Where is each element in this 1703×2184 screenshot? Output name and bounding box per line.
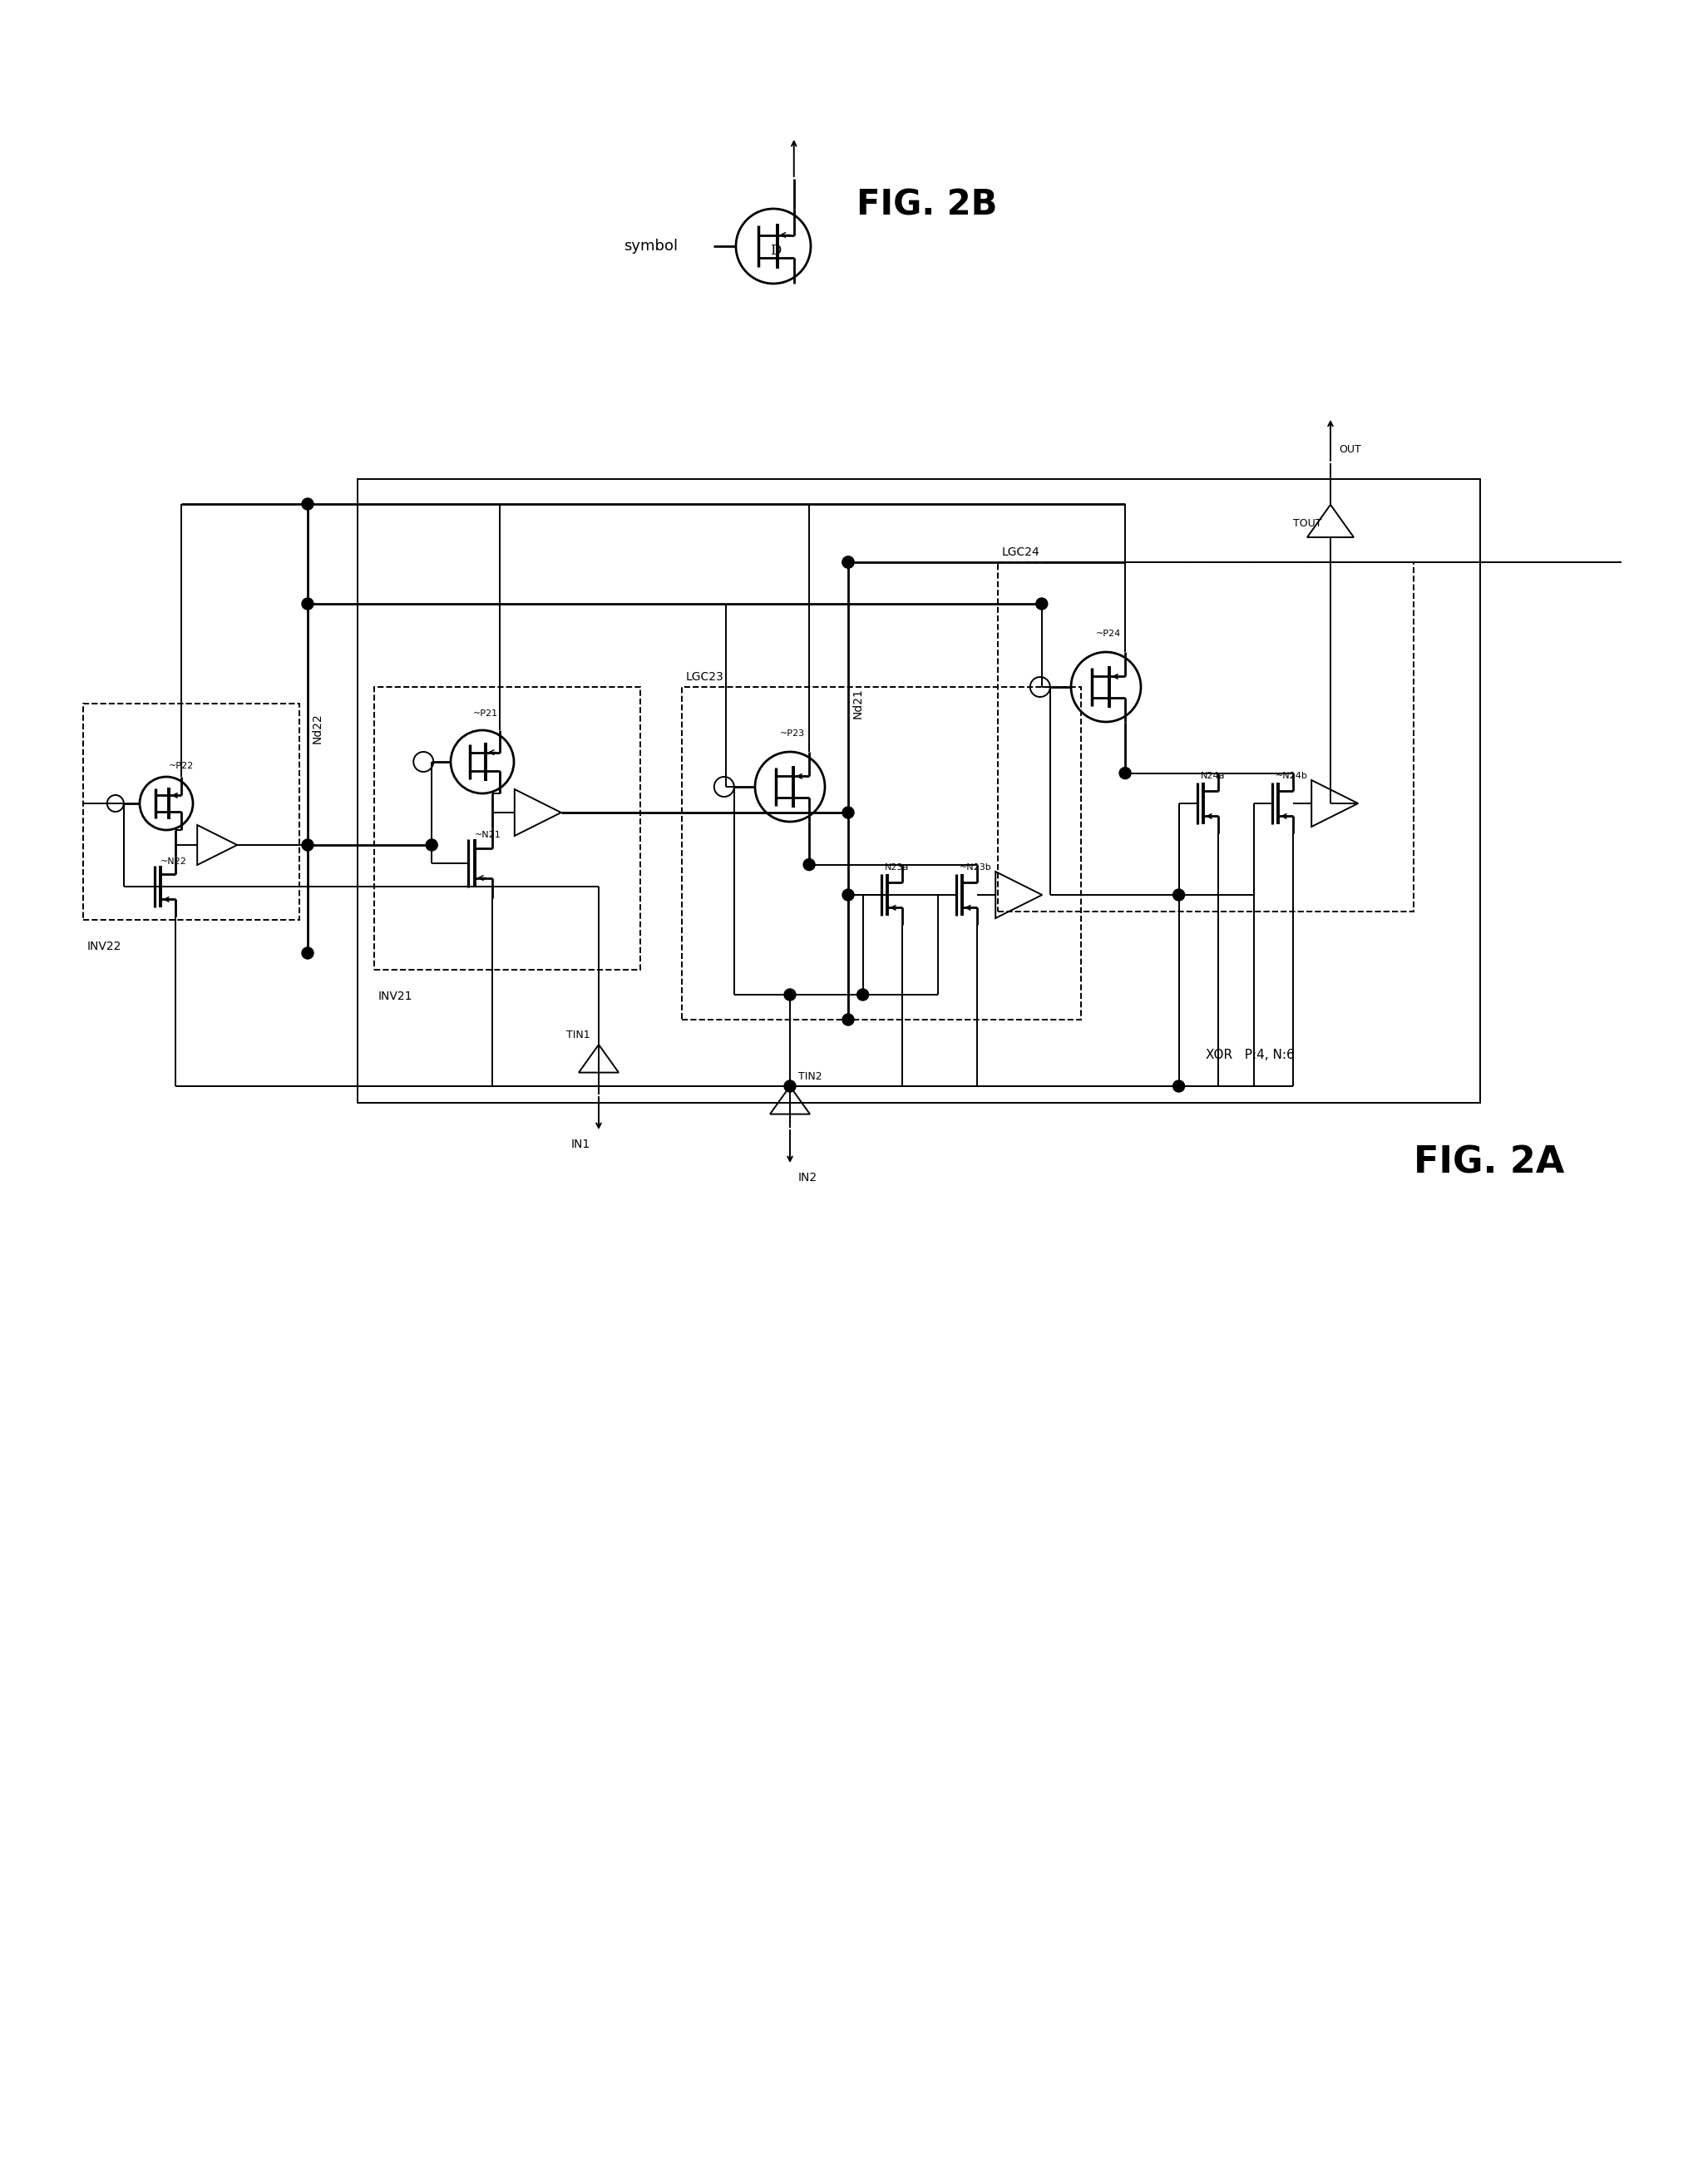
Text: FIG. 2B: FIG. 2B [857, 188, 998, 223]
Circle shape [843, 889, 853, 900]
Circle shape [1035, 598, 1047, 609]
Text: ~P21: ~P21 [473, 710, 497, 719]
Text: XOR   P:4, N:6: XOR P:4, N:6 [1206, 1048, 1294, 1061]
Text: ~P22: ~P22 [169, 762, 194, 771]
Circle shape [843, 557, 853, 568]
Circle shape [804, 858, 816, 871]
Text: D: D [770, 242, 782, 258]
Text: N23a: N23a [886, 863, 909, 871]
Circle shape [301, 498, 313, 509]
Text: TIN2: TIN2 [799, 1070, 823, 1081]
Text: FIG. 2A: FIG. 2A [1413, 1144, 1565, 1179]
Circle shape [301, 598, 313, 609]
Circle shape [843, 557, 853, 568]
Text: LGC24: LGC24 [1001, 546, 1041, 559]
Text: ~P24: ~P24 [1095, 629, 1121, 638]
Text: Nd22: Nd22 [312, 714, 324, 745]
Circle shape [301, 948, 313, 959]
Text: ~N24b: ~N24b [1276, 771, 1308, 780]
Circle shape [426, 839, 438, 852]
Circle shape [843, 1013, 853, 1026]
Text: N24a: N24a [1201, 771, 1226, 780]
Text: TOUT: TOUT [1294, 518, 1322, 529]
Text: IN1: IN1 [571, 1138, 591, 1151]
Text: INV22: INV22 [87, 941, 121, 952]
Circle shape [1173, 889, 1185, 900]
Circle shape [301, 839, 313, 852]
Text: LGC23: LGC23 [686, 670, 724, 684]
Text: TIN1: TIN1 [567, 1029, 591, 1040]
Circle shape [1119, 767, 1131, 780]
Text: IN2: IN2 [799, 1173, 817, 1184]
Circle shape [1173, 1081, 1185, 1092]
Text: ~P23: ~P23 [780, 729, 804, 738]
Text: symbol: symbol [623, 238, 678, 253]
Text: INV21: INV21 [378, 992, 412, 1002]
Circle shape [857, 989, 869, 1000]
Text: Nd21: Nd21 [852, 688, 863, 719]
Text: ~N22: ~N22 [160, 858, 187, 865]
Text: ~N21: ~N21 [475, 832, 501, 839]
Circle shape [783, 989, 795, 1000]
Circle shape [783, 1081, 795, 1092]
Text: ~N23b: ~N23b [960, 863, 991, 871]
Text: OUT: OUT [1339, 443, 1361, 454]
Circle shape [843, 806, 853, 819]
